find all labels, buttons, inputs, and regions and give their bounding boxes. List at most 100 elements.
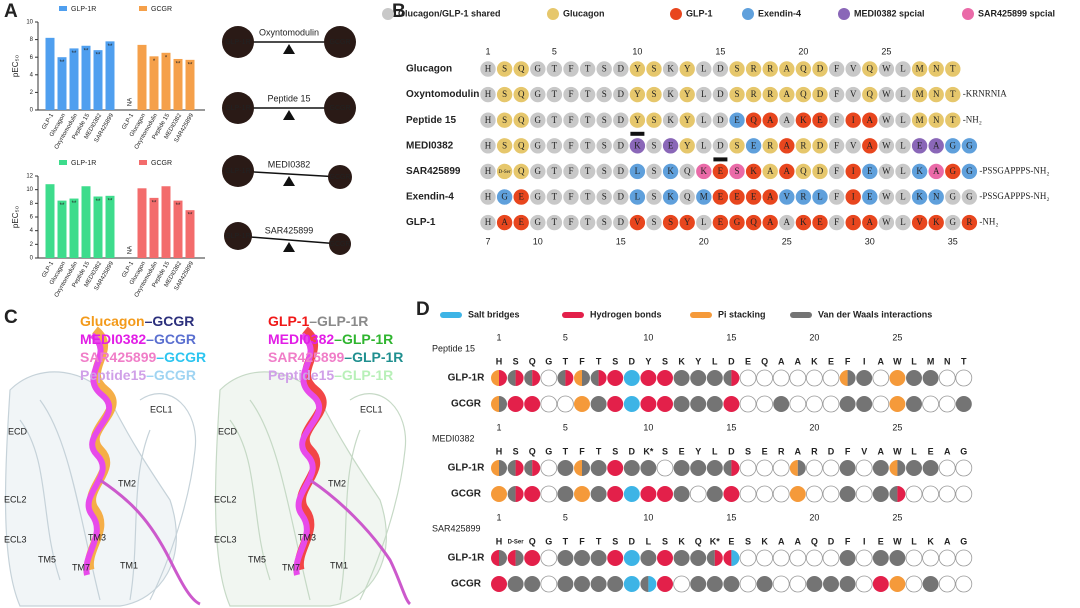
- y-axis-label: pEC₅₀: [11, 206, 20, 228]
- residue-letter: S: [651, 166, 656, 176]
- contact-half: [789, 460, 798, 476]
- structure-label: TM1: [330, 560, 348, 570]
- contact: [806, 395, 823, 413]
- residue: [844, 214, 862, 231]
- residue-letter: F: [834, 217, 839, 227]
- fulcrum: [283, 110, 295, 120]
- residue-letter: S: [602, 64, 607, 74]
- complex-title: SAR425899–GLP-1R: [268, 349, 403, 365]
- legend-label: GLP-1: [686, 8, 713, 18]
- contact: [889, 576, 906, 592]
- residue: [712, 86, 729, 103]
- contact-half: [590, 370, 599, 386]
- residue: [861, 214, 879, 231]
- residue-letter: D: [618, 115, 625, 125]
- contact: [524, 576, 541, 592]
- residue-letter: I: [863, 356, 866, 366]
- contact-half: [723, 460, 732, 476]
- contact-half: [499, 460, 507, 476]
- bar: [137, 44, 147, 110]
- residue: [579, 137, 596, 155]
- contact: [524, 396, 541, 412]
- residue-letter: L: [911, 356, 917, 366]
- bar: [93, 50, 103, 110]
- peptide-name: SAR425899: [406, 166, 461, 177]
- residue-letter: A: [933, 166, 940, 176]
- receptor-name: GCGR: [451, 399, 482, 410]
- receptor-name: GLP-1R: [448, 553, 485, 564]
- contact: [623, 576, 640, 592]
- residue-letter: S: [651, 217, 656, 227]
- position-number: 5: [563, 332, 568, 342]
- structure-label: TM1: [120, 560, 138, 570]
- legend-swatch: [59, 160, 67, 165]
- receptor-label: GLP-1R: [225, 39, 250, 46]
- residue-letter: Y: [645, 356, 651, 366]
- contact: [723, 576, 740, 592]
- residue-letter: W: [882, 192, 891, 202]
- residue-letter: Q: [684, 166, 691, 176]
- residue: [678, 86, 696, 103]
- residue-letter: L: [701, 89, 707, 99]
- residue-letter: D: [629, 536, 636, 546]
- contact: [872, 369, 890, 387]
- contact: [706, 576, 723, 592]
- residue: [512, 60, 530, 78]
- residue: [795, 188, 812, 206]
- residue-letter: K: [667, 64, 674, 74]
- residue: [861, 188, 879, 206]
- residue-letter: F: [568, 64, 573, 74]
- residue-letter: T: [552, 89, 558, 99]
- residue-letter: S: [513, 446, 519, 456]
- residue: [712, 137, 729, 155]
- contact-half: [897, 486, 906, 502]
- contact: [906, 370, 922, 386]
- residue-letter: E: [751, 140, 757, 150]
- legend-swatch: [690, 312, 712, 318]
- residue-letter: L: [701, 217, 707, 227]
- residue: [612, 111, 630, 129]
- residue-letter: L: [646, 536, 652, 546]
- residue-letter: G: [966, 192, 973, 202]
- contact: [623, 396, 640, 412]
- legend-swatch: [59, 6, 67, 11]
- residue-letter: T: [585, 89, 591, 99]
- residue-letter: F: [568, 217, 573, 227]
- title-part: –GLP-1R: [334, 367, 393, 383]
- contact: [756, 395, 773, 413]
- residue-letter: G: [545, 446, 552, 456]
- residue-letter: T: [585, 192, 591, 202]
- residue: [927, 188, 945, 206]
- residue-letter: V: [916, 217, 923, 227]
- residue: [645, 60, 663, 78]
- contact: [607, 370, 624, 386]
- contact: [673, 460, 690, 476]
- residue-letter: Y: [684, 140, 691, 150]
- contact: [690, 370, 707, 386]
- structure-label: ECD: [218, 426, 238, 436]
- contact: [557, 486, 574, 502]
- contact: [889, 396, 906, 412]
- y-tick-label: 6: [30, 55, 34, 61]
- contact: [640, 370, 657, 386]
- contact: [690, 460, 707, 476]
- contact: [756, 549, 773, 567]
- peptide-label: SAR425899: [265, 225, 314, 235]
- annotation: **: [60, 60, 65, 66]
- contact: [806, 576, 823, 592]
- residue-letter: K: [667, 115, 674, 125]
- residue-letter: T: [552, 192, 558, 202]
- residue: [629, 60, 646, 78]
- residue-letter: S: [651, 140, 656, 150]
- contact: [656, 459, 674, 477]
- residue: [695, 137, 713, 155]
- contact: [889, 550, 906, 566]
- contact: [872, 576, 889, 592]
- title-part: GLP-1: [268, 313, 309, 329]
- residue: [728, 137, 746, 155]
- residue-letter: A: [944, 536, 951, 546]
- structure-label: TM5: [248, 554, 266, 564]
- contact: [938, 575, 956, 593]
- contact: [574, 396, 590, 412]
- contact: [756, 576, 773, 592]
